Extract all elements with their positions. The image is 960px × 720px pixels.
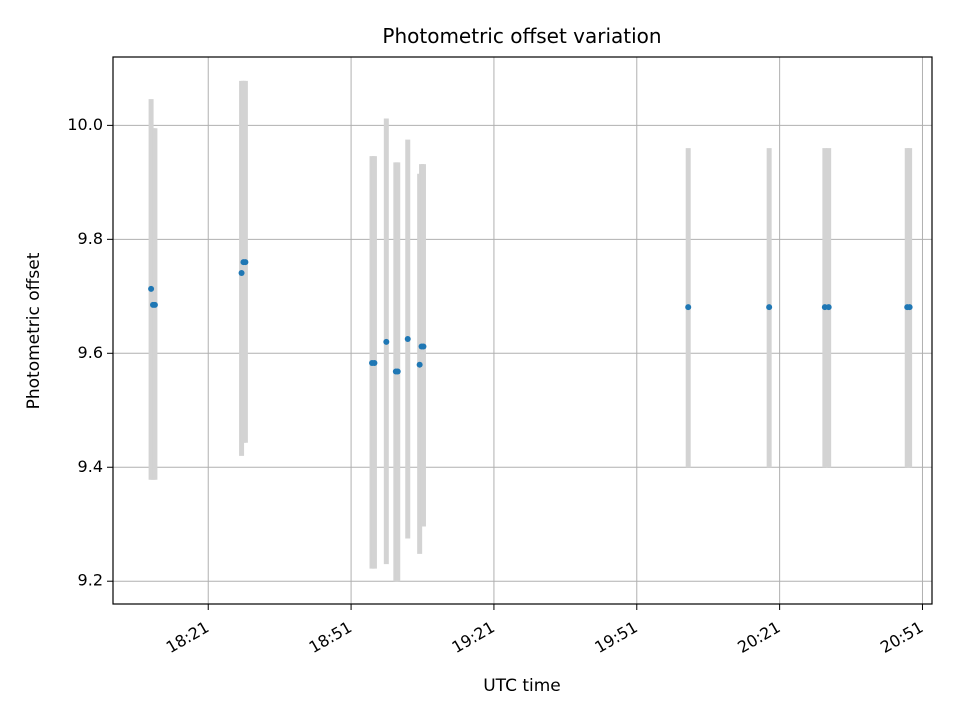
y-tick-label: 9.4 xyxy=(78,457,103,476)
x-axis-label: UTC time xyxy=(483,676,561,696)
data-point xyxy=(242,259,249,266)
data-point xyxy=(906,304,913,311)
y-tick-label: 9.8 xyxy=(78,229,103,248)
data-point xyxy=(766,304,773,311)
y-tick-label: 10.0 xyxy=(67,115,103,134)
data-point xyxy=(148,285,155,292)
y-axis-label: Photometric offset xyxy=(24,252,44,409)
data-point xyxy=(394,368,401,375)
data-point xyxy=(238,269,245,276)
data-point xyxy=(371,359,378,366)
y-tick-label: 9.2 xyxy=(78,571,103,590)
data-point xyxy=(383,338,390,345)
data-points xyxy=(148,259,913,375)
data-point xyxy=(685,304,692,311)
data-point xyxy=(404,336,411,343)
data-point xyxy=(825,304,832,311)
grid-lines xyxy=(113,57,932,604)
data-point xyxy=(151,301,158,308)
data-point xyxy=(416,361,423,368)
y-tick-label: 9.6 xyxy=(78,343,103,362)
plot-area-frame xyxy=(112,56,933,605)
chart-title: Photometric offset variation xyxy=(382,24,661,48)
y-axis-ticks: 9.2 9.4 9.6 9.8 10.0 xyxy=(67,115,113,590)
data-point xyxy=(420,343,427,350)
